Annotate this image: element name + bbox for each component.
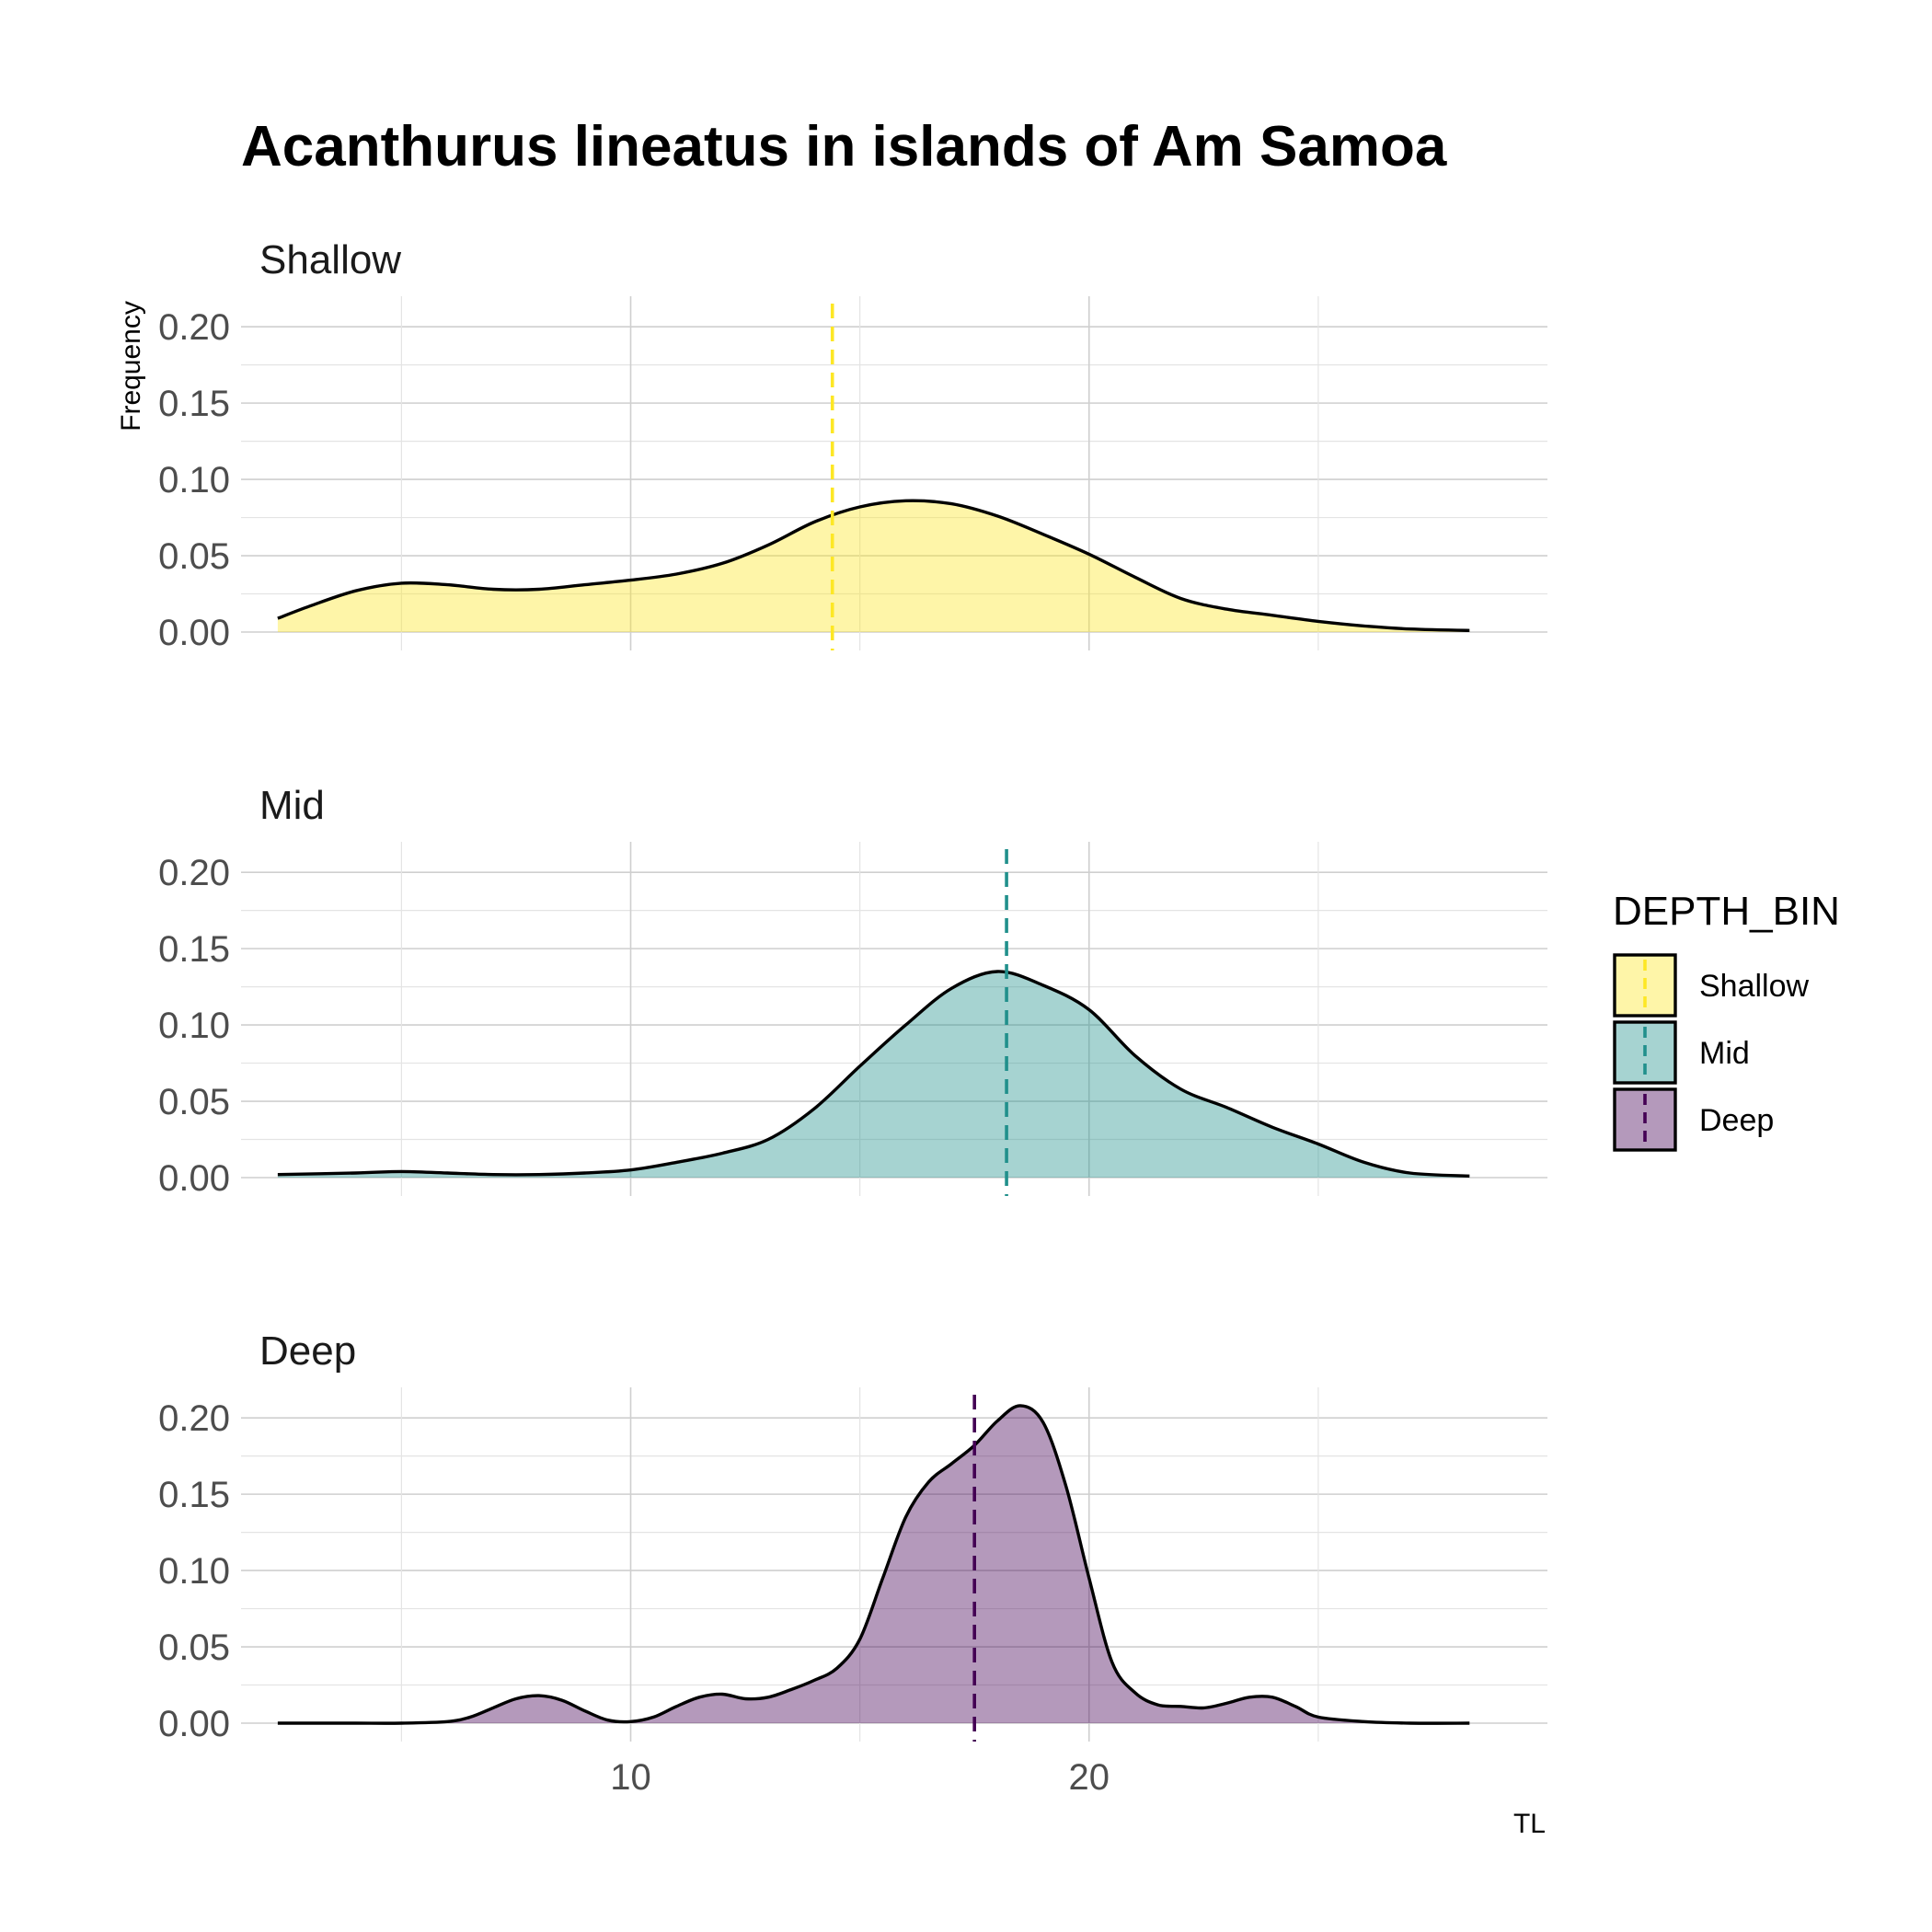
y-tick-label: 0.20: [158, 1398, 230, 1439]
legend-title: DEPTH_BIN: [1613, 889, 1840, 934]
legend-label-mid: Mid: [1699, 1036, 1750, 1071]
density-area-mid: [277, 971, 1470, 1178]
y-tick-label: 0.05: [158, 1627, 230, 1668]
density-area-deep: [277, 1405, 1470, 1724]
y-tick-label: 0.15: [158, 929, 230, 970]
x-axis-label: TL: [1513, 1809, 1546, 1839]
y-tick-label: 0.10: [158, 460, 230, 500]
y-tick-label: 0.00: [158, 1704, 230, 1744]
legend-item-deep: Deep: [1613, 1087, 1774, 1152]
x-axis-ticks: 10 20: [610, 1757, 1110, 1798]
y-tick-label: 0.10: [158, 1551, 230, 1592]
legend-items: Shallow Mid Deep: [1613, 953, 1810, 1152]
strip-label-mid: Mid: [259, 783, 325, 828]
y-tick-label: 0.15: [158, 1475, 230, 1515]
legend-item-mid: Mid: [1613, 1020, 1750, 1085]
y-tick-label: 0.00: [158, 1158, 230, 1199]
x-tick-label: 10: [610, 1757, 651, 1798]
legend-item-shallow: Shallow: [1613, 953, 1810, 1018]
y-tick-label: 0.15: [158, 384, 230, 424]
y-tick-label: 0.00: [158, 613, 230, 653]
y-axis-label: Frequency: [116, 301, 146, 431]
chart-title: Acanthurus lineatus in islands of Am Sam…: [241, 115, 1447, 178]
y-tick-label: 0.05: [158, 1082, 230, 1122]
legend: DEPTH_BIN Shallow Mid Deep: [1613, 889, 1840, 1152]
legend-label-deep: Deep: [1699, 1103, 1774, 1138]
y-tick-label: 0.10: [158, 1006, 230, 1046]
y-tick-label: 0.05: [158, 536, 230, 577]
density-area-shallow: [277, 500, 1470, 632]
legend-label-shallow: Shallow: [1699, 969, 1810, 1004]
panel-mid: Mid 0.00 0.05 0.10 0.15 0.20: [158, 783, 1547, 1199]
density-line-shallow: [277, 499, 1470, 632]
density-line-mid: [277, 970, 1470, 1178]
panel-deep: Deep 0.00 0.05 0.10 0.15 0.20: [158, 1328, 1547, 1744]
strip-label-deep: Deep: [259, 1328, 356, 1374]
density-line-deep: [277, 1404, 1470, 1725]
x-tick-label: 20: [1069, 1757, 1110, 1798]
y-tick-label: 0.20: [158, 307, 230, 348]
facet-panels: Shallow 0.00 0.05 0.10 0.15 0.20 Mid 0.00 0.05 0.…: [158, 237, 1547, 1744]
strip-label-shallow: Shallow: [259, 237, 401, 282]
panel-shallow: Shallow 0.00 0.05 0.10 0.15 0.20: [158, 237, 1547, 653]
y-tick-label: 0.20: [158, 853, 230, 893]
